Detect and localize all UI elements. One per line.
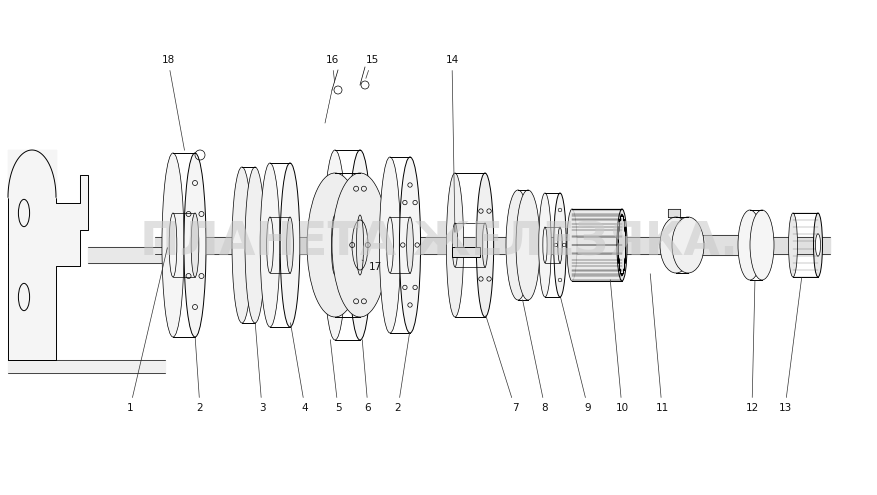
- Text: 13: 13: [778, 278, 801, 413]
- Polygon shape: [8, 150, 88, 360]
- Ellipse shape: [406, 217, 413, 273]
- Text: 7: 7: [485, 316, 517, 413]
- Text: 3: 3: [255, 323, 265, 413]
- Text: 4: 4: [290, 323, 308, 413]
- Ellipse shape: [184, 153, 206, 337]
- Ellipse shape: [738, 210, 761, 280]
- Text: 15: 15: [365, 55, 378, 78]
- Ellipse shape: [476, 173, 493, 317]
- Ellipse shape: [379, 157, 400, 333]
- Ellipse shape: [481, 223, 487, 267]
- Ellipse shape: [617, 209, 626, 281]
- Ellipse shape: [553, 193, 566, 297]
- Text: 2: 2: [395, 333, 409, 413]
- Text: 17: 17: [361, 260, 381, 272]
- Ellipse shape: [567, 209, 576, 281]
- Text: 14: 14: [445, 55, 458, 232]
- Ellipse shape: [280, 163, 300, 327]
- Ellipse shape: [516, 190, 539, 300]
- Text: 10: 10: [610, 280, 628, 413]
- Ellipse shape: [671, 217, 703, 273]
- Ellipse shape: [348, 150, 371, 340]
- Ellipse shape: [191, 213, 198, 277]
- Ellipse shape: [356, 215, 363, 275]
- Ellipse shape: [324, 150, 346, 340]
- Ellipse shape: [260, 163, 280, 327]
- Text: 2: 2: [195, 338, 203, 413]
- Ellipse shape: [286, 217, 293, 273]
- Ellipse shape: [749, 210, 774, 280]
- Text: 12: 12: [745, 281, 758, 413]
- Text: 11: 11: [650, 274, 668, 413]
- Text: 18: 18: [161, 55, 184, 150]
- Ellipse shape: [399, 157, 420, 333]
- Ellipse shape: [660, 217, 691, 273]
- Text: 16: 16: [325, 55, 339, 82]
- Text: ПЛАНЕТА ЖЕЛЕЗЯКА.: ПЛАНЕТА ЖЕЛЕЗЯКА.: [139, 220, 738, 265]
- Ellipse shape: [332, 173, 388, 317]
- Ellipse shape: [813, 213, 822, 277]
- Ellipse shape: [557, 227, 561, 263]
- Text: 1: 1: [126, 248, 168, 413]
- Text: 6: 6: [362, 340, 371, 413]
- FancyBboxPatch shape: [452, 247, 480, 257]
- Ellipse shape: [538, 193, 551, 297]
- Text: 9: 9: [560, 297, 590, 413]
- Ellipse shape: [815, 234, 820, 256]
- Ellipse shape: [307, 173, 362, 317]
- Ellipse shape: [505, 190, 530, 300]
- Ellipse shape: [788, 213, 796, 277]
- Text: 8: 8: [522, 299, 548, 413]
- Ellipse shape: [161, 153, 184, 337]
- Text: 5: 5: [330, 340, 341, 413]
- Ellipse shape: [232, 167, 252, 323]
- Ellipse shape: [446, 173, 463, 317]
- Ellipse shape: [245, 167, 265, 323]
